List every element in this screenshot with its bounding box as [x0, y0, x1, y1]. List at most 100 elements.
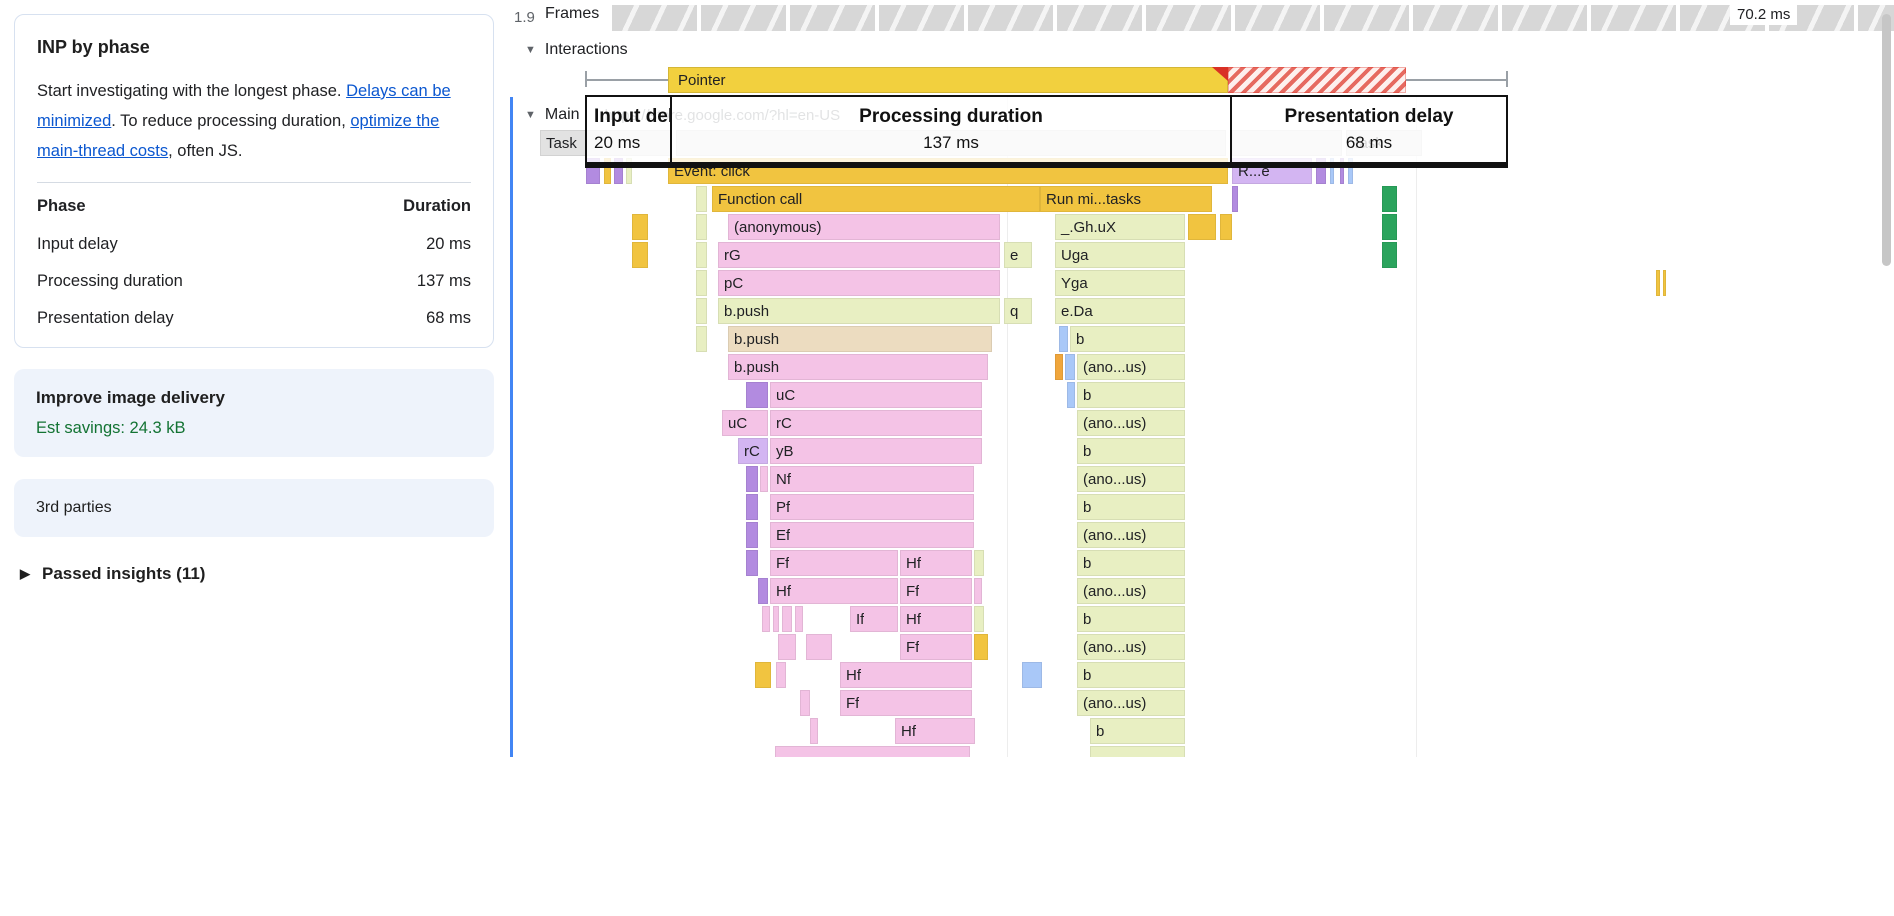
passed-insights-toggle[interactable]: ▶ Passed insights (11)	[14, 564, 494, 584]
flame-bar[interactable]: (ano...us)	[1077, 634, 1185, 660]
frame-segment[interactable]	[1591, 5, 1676, 31]
flame-bar[interactable]: b	[1077, 550, 1185, 576]
frame-segment[interactable]	[1235, 5, 1320, 31]
flame-bar[interactable]	[782, 606, 792, 632]
flame-bar[interactable]	[795, 606, 803, 632]
flame-bar[interactable]: rC	[738, 438, 768, 464]
flame-bar[interactable]: rG	[718, 242, 1000, 268]
flame-bar[interactable]: Hf	[770, 578, 898, 604]
flame-bar[interactable]: e.Da	[1055, 298, 1185, 324]
flame-bar[interactable]	[773, 606, 779, 632]
flame-bar[interactable]: (anonymous)	[728, 214, 1000, 240]
delays-minimized-link[interactable]: Delays can be minimized	[37, 82, 451, 130]
flame-bar[interactable]	[1316, 158, 1326, 184]
flame-bar[interactable]	[696, 326, 707, 352]
flame-bar[interactable]: rC	[770, 410, 982, 436]
optimize-main-thread-link[interactable]: optimize the main-thread costs	[37, 112, 440, 160]
flame-bar[interactable]	[746, 382, 768, 408]
flame-bar[interactable]	[604, 158, 611, 184]
flame-bar[interactable]	[1656, 270, 1660, 296]
frame-segment[interactable]	[968, 5, 1053, 31]
flame-bar[interactable]	[1059, 326, 1068, 352]
flame-bar[interactable]: uC	[722, 410, 768, 436]
flame-bar[interactable]: (ano...us)	[1077, 410, 1185, 436]
flame-bar[interactable]	[758, 578, 768, 604]
frame-segment[interactable]	[1146, 5, 1231, 31]
flame-bar[interactable]: e	[1004, 242, 1032, 268]
flame-bar[interactable]: b	[1090, 718, 1185, 744]
flame-bar[interactable]: b	[1077, 382, 1185, 408]
flame-bar[interactable]	[1067, 382, 1075, 408]
vertical-scrollbar[interactable]	[1882, 14, 1891, 266]
flame-bar[interactable]	[746, 466, 758, 492]
flame-bar[interactable]	[632, 214, 648, 240]
flame-bar[interactable]: pC	[718, 270, 1000, 296]
inp-by-phase-card[interactable]: INP by phase Start investigating with th…	[14, 14, 494, 348]
flame-bar[interactable]	[775, 746, 970, 757]
flame-bar[interactable]	[974, 578, 982, 604]
flame-bar[interactable]: b.push	[728, 326, 992, 352]
frame-segment[interactable]	[1057, 5, 1142, 31]
flame-bar[interactable]	[1055, 354, 1063, 380]
flame-bar[interactable]: b	[1077, 494, 1185, 520]
flame-bar[interactable]: Ff	[900, 578, 972, 604]
flame-bar[interactable]	[1022, 662, 1042, 688]
flame-bar[interactable]	[1348, 158, 1353, 184]
flame-bar[interactable]	[696, 186, 707, 212]
flame-bar[interactable]	[1330, 158, 1334, 184]
interactions-track-header[interactable]: ▼ Interactions	[525, 41, 628, 59]
flame-bar[interactable]	[760, 466, 768, 492]
flame-bar[interactable]	[800, 690, 810, 716]
flame-bar[interactable]	[696, 270, 707, 296]
flame-bar[interactable]: Nf	[770, 466, 974, 492]
flame-bar[interactable]: b	[1077, 438, 1185, 464]
flame-bar[interactable]	[1220, 214, 1232, 240]
flame-bar[interactable]: If	[850, 606, 898, 632]
flame-bar[interactable]: _.Gh.uX	[1055, 214, 1185, 240]
frame-segment[interactable]	[1324, 5, 1409, 31]
flame-bar[interactable]: b	[1077, 606, 1185, 632]
flame-bar[interactable]	[1382, 186, 1397, 212]
flame-bar[interactable]	[626, 158, 632, 184]
improve-image-delivery-card[interactable]: Improve image delivery Est savings: 24.3…	[14, 369, 494, 457]
flame-bar[interactable]: Hf	[840, 662, 972, 688]
flame-bar[interactable]: b	[1077, 662, 1185, 688]
flame-bar[interactable]	[696, 214, 707, 240]
flame-bar[interactable]	[632, 242, 648, 268]
flame-bar[interactable]	[776, 662, 786, 688]
flame-bar[interactable]	[1065, 354, 1075, 380]
flame-bar[interactable]: q	[1004, 298, 1032, 324]
flame-bar[interactable]: uC	[770, 382, 982, 408]
pointer-interaction-bar[interactable]: Pointer	[668, 67, 1228, 93]
frame-segment[interactable]	[612, 5, 697, 31]
flame-bar[interactable]: b	[1070, 326, 1185, 352]
flame-bar[interactable]: (ano...us)	[1077, 522, 1185, 548]
flame-bar[interactable]: b.push	[718, 298, 1000, 324]
flame-bar[interactable]	[778, 634, 796, 660]
flame-bar[interactable]	[696, 242, 707, 268]
flame-bar[interactable]: (ano...us)	[1077, 466, 1185, 492]
flame-bar[interactable]: Hf	[900, 606, 972, 632]
flame-bar[interactable]: Ff	[770, 550, 898, 576]
flame-bar[interactable]: (ano...us)	[1077, 690, 1185, 716]
flame-bar[interactable]: Ef	[770, 522, 974, 548]
flame-bar[interactable]	[1188, 214, 1216, 240]
frames-track[interactable]	[510, 5, 1894, 31]
flame-bar[interactable]	[974, 634, 988, 660]
flame-bar[interactable]	[1382, 242, 1397, 268]
flame-bar[interactable]	[696, 298, 707, 324]
flame-bar[interactable]	[746, 522, 758, 548]
flame-bar[interactable]	[1232, 186, 1238, 212]
flame-bar[interactable]	[806, 634, 832, 660]
frame-segment[interactable]	[1502, 5, 1587, 31]
flame-bar[interactable]	[1663, 270, 1666, 296]
flame-bar[interactable]: yB	[770, 438, 982, 464]
flame-bar[interactable]: Hf	[895, 718, 975, 744]
frame-segment[interactable]	[790, 5, 875, 31]
flame-bar[interactable]	[755, 662, 771, 688]
flame-bar[interactable]	[1340, 158, 1344, 184]
frame-segment[interactable]	[701, 5, 786, 31]
frame-segment[interactable]	[1413, 5, 1498, 31]
flame-bar[interactable]	[762, 606, 770, 632]
flame-bar[interactable]: b.push	[728, 354, 988, 380]
